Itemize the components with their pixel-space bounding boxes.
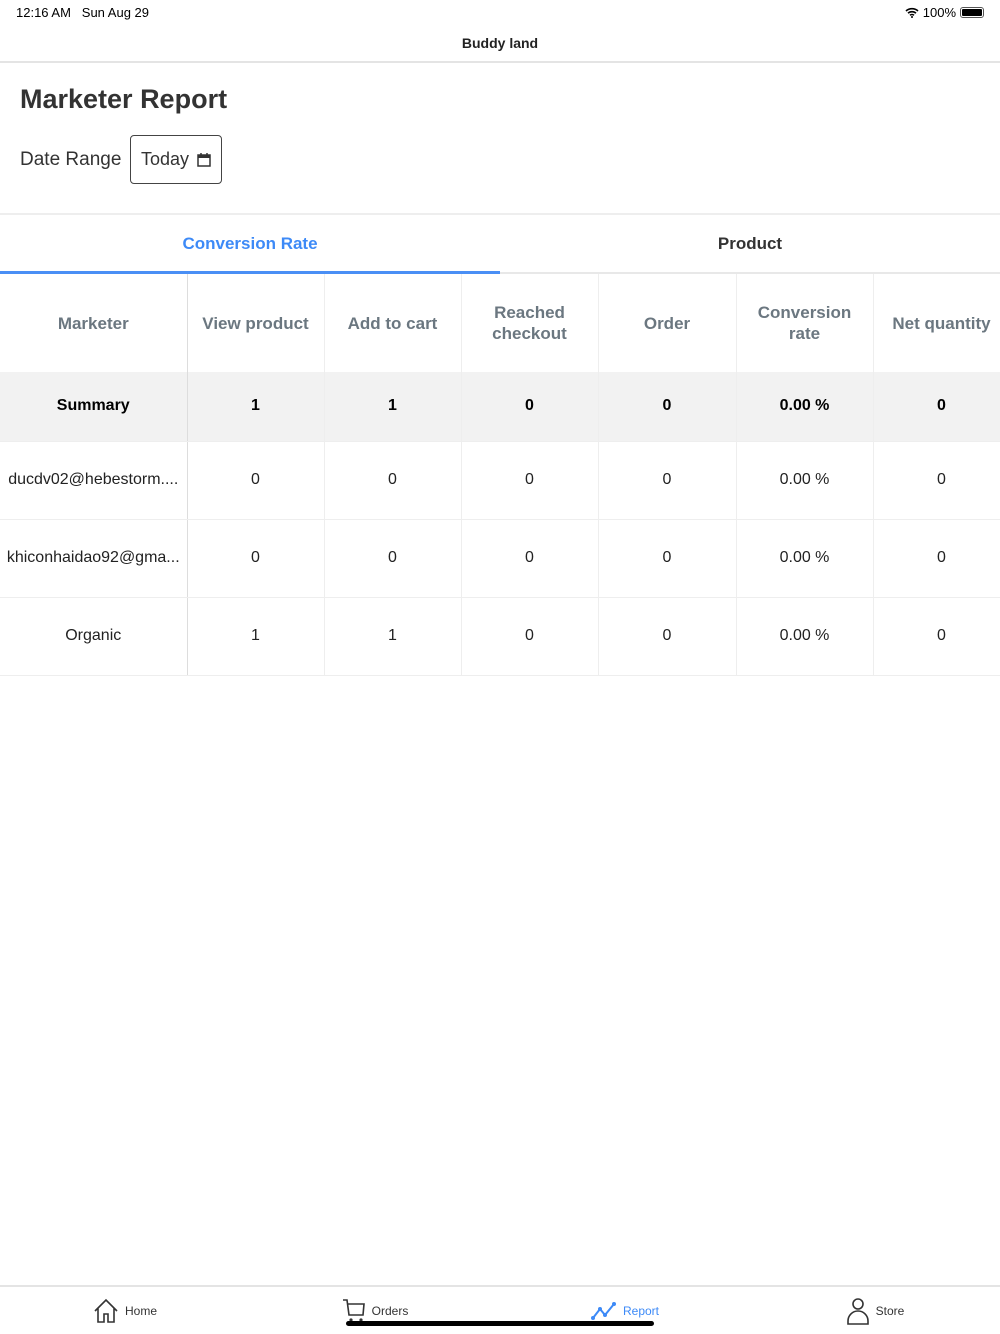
cell: 0: [461, 597, 599, 676]
cell: 0: [461, 372, 599, 442]
cell: 1: [187, 372, 325, 442]
cell: Summary: [0, 372, 188, 442]
col-order[interactable]: Order: [598, 274, 737, 372]
cell: 1: [324, 372, 462, 442]
status-time: 12:16 AM Sun Aug 29: [16, 5, 150, 20]
cell: khiconhaidao92@gma...: [0, 519, 188, 598]
cell: Organic: [0, 597, 188, 676]
table-row[interactable]: Organic 1 1 0 0 0.00 % 0: [0, 597, 1000, 676]
cell: 0: [873, 597, 1000, 676]
bottom-nav: Home Orders Report Store: [0, 1285, 1000, 1334]
cell: 0: [873, 441, 1000, 520]
cell: 0.00 %: [736, 441, 874, 520]
battery-icon: [960, 7, 984, 18]
nav-home[interactable]: Home: [0, 1287, 250, 1334]
cell: 0: [598, 441, 737, 520]
nav-store-label: Store: [875, 1303, 905, 1318]
app-title: Buddy land: [0, 24, 1000, 63]
nav-orders[interactable]: Orders: [250, 1287, 500, 1334]
col-reached-checkout[interactable]: Reached checkout: [461, 274, 599, 372]
date-range-value: Today: [140, 149, 190, 169]
col-net-quantity[interactable]: Net quantity: [873, 274, 1000, 372]
cell: 0: [598, 597, 737, 676]
cell: 0: [187, 441, 325, 520]
summary-row: Summary 1 1 0 0 0.00 % 0: [0, 372, 1000, 442]
cell: 0: [324, 519, 462, 598]
date-range-picker[interactable]: Today: [130, 135, 222, 184]
table-row[interactable]: ducdv02@hebestorm.... 0 0 0 0 0.00 % 0: [0, 441, 1000, 520]
nav-home-label: Home: [124, 1303, 157, 1318]
status-right: 100%: [905, 5, 984, 20]
cell: ducdv02@hebestorm....: [0, 441, 188, 520]
user-icon: [846, 1297, 869, 1325]
col-add-to-cart[interactable]: Add to cart: [324, 274, 462, 372]
home-icon: [94, 1298, 118, 1323]
chart-line-icon: [590, 1301, 616, 1320]
page-title: Marketer Report: [20, 84, 228, 114]
cell: 0.00 %: [736, 597, 874, 676]
calendar-icon: [197, 153, 211, 167]
wifi-icon: [905, 7, 919, 18]
tab-conversion-rate[interactable]: Conversion Rate: [0, 215, 500, 274]
nav-report[interactable]: Report: [500, 1287, 750, 1334]
cell: 0: [187, 519, 325, 598]
cell: 0.00 %: [736, 519, 874, 598]
report-tabs: Conversion Rate Product: [0, 213, 1000, 274]
table-row[interactable]: khiconhaidao92@gma... 0 0 0 0 0.00 % 0: [0, 519, 1000, 598]
cell: 0: [461, 519, 599, 598]
table-header-row: Marketer View product Add to cart Reache…: [0, 274, 1000, 372]
col-marketer[interactable]: Marketer: [0, 274, 188, 372]
cart-icon: [342, 1298, 365, 1322]
status-bar: 12:16 AM Sun Aug 29 100%: [0, 0, 1000, 24]
cell: 0: [873, 372, 1000, 442]
cell: 1: [187, 597, 325, 676]
cell: 0: [461, 441, 599, 520]
cell: 0: [598, 519, 737, 598]
date-range-label: Date Range: [20, 149, 122, 170]
tab-product[interactable]: Product: [717, 234, 783, 253]
col-conversion-rate[interactable]: Conversion rate: [736, 274, 874, 372]
cell: 0.00 %: [736, 372, 874, 442]
cell: 0: [598, 372, 737, 442]
col-view-product[interactable]: View product: [187, 274, 325, 372]
cell: 0: [873, 519, 1000, 598]
cell: 0: [324, 441, 462, 520]
battery-percent: 100%: [922, 5, 956, 20]
nav-orders-label: Orders: [371, 1303, 409, 1318]
home-indicator: [346, 1321, 654, 1326]
cell: 1: [324, 597, 462, 676]
marketer-table: Marketer View product Add to cart Reache…: [0, 274, 1000, 676]
nav-report-label: Report: [622, 1303, 660, 1318]
nav-store[interactable]: Store: [750, 1287, 1000, 1334]
